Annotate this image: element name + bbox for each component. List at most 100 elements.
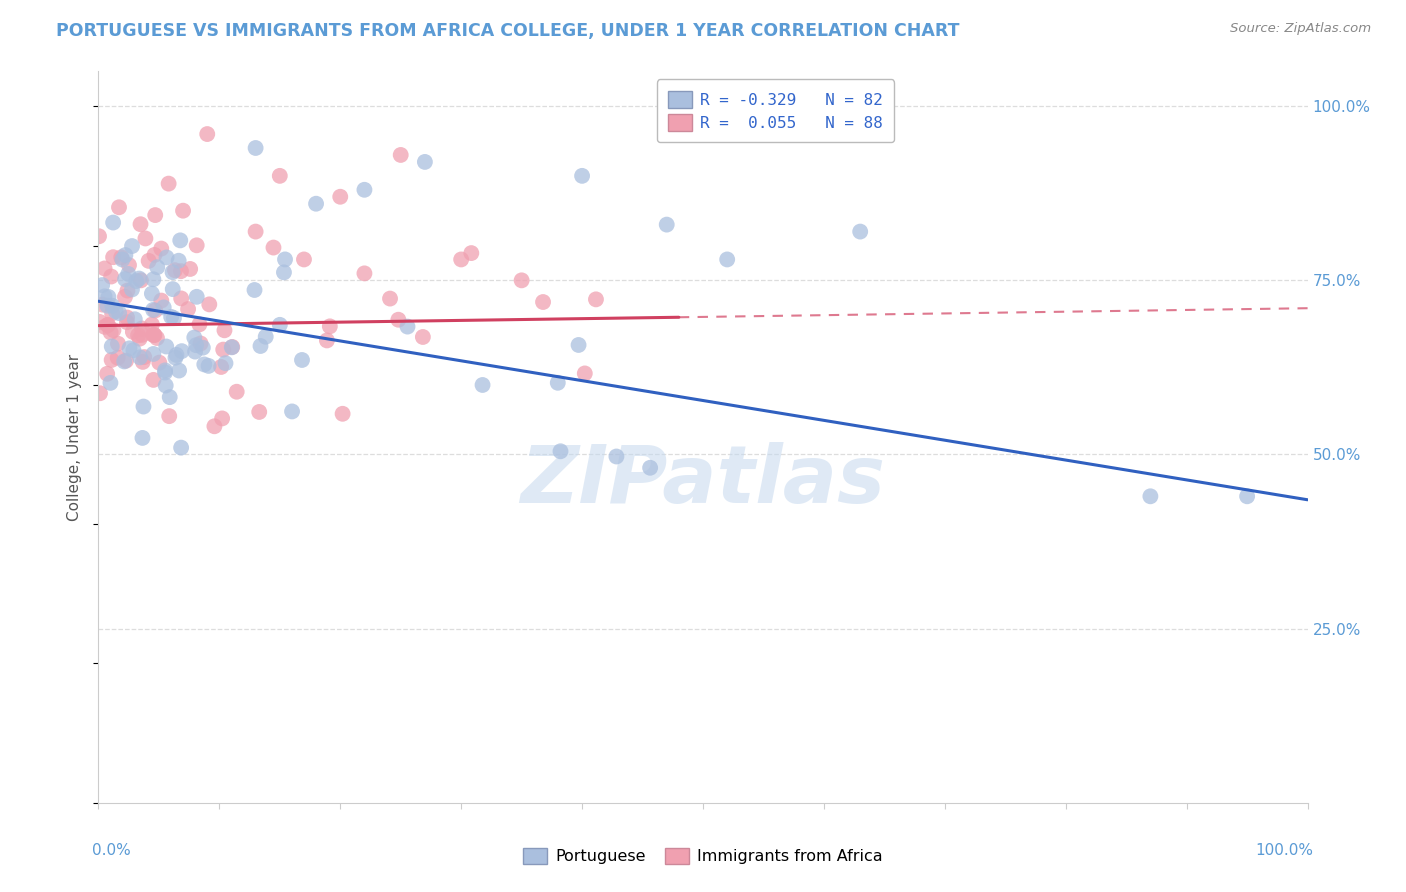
Point <box>186 338 208 352</box>
Point <box>450 252 472 267</box>
Point <box>245 225 267 239</box>
Point <box>567 338 589 352</box>
Text: ZIPatlas: ZIPatlas <box>520 442 886 520</box>
Point <box>389 148 412 162</box>
Point <box>162 282 184 296</box>
Point <box>129 217 152 231</box>
Point <box>146 331 169 345</box>
Point <box>142 373 165 387</box>
Point <box>263 241 285 255</box>
Point <box>100 326 122 340</box>
Text: 100.0%: 100.0% <box>1256 843 1313 858</box>
Point <box>103 323 125 337</box>
Point <box>316 334 339 348</box>
Point <box>319 319 342 334</box>
Point <box>413 155 436 169</box>
Point <box>221 340 243 354</box>
Point <box>574 367 596 381</box>
Point <box>179 262 201 277</box>
Point <box>96 299 118 313</box>
Point <box>638 460 661 475</box>
Point <box>124 312 146 326</box>
Point <box>1236 489 1258 503</box>
Point <box>195 127 218 141</box>
Point <box>245 141 267 155</box>
Point <box>127 328 149 343</box>
Point <box>89 315 111 329</box>
Point <box>148 356 170 370</box>
Point <box>101 299 124 313</box>
Point <box>269 318 291 332</box>
Point <box>655 218 678 232</box>
Point <box>97 318 120 332</box>
Point <box>129 351 152 365</box>
Point <box>138 253 160 268</box>
Text: 0.0%: 0.0% <box>93 843 131 858</box>
Point <box>412 330 434 344</box>
Point <box>134 350 156 364</box>
Point <box>150 242 173 256</box>
Point <box>115 310 138 325</box>
Point <box>117 267 139 281</box>
Point <box>128 332 150 346</box>
Point <box>117 284 139 298</box>
Point <box>97 318 120 333</box>
Legend: Portuguese, Immigrants from Africa: Portuguese, Immigrants from Africa <box>517 841 889 871</box>
Point <box>114 290 136 304</box>
Point <box>100 376 122 390</box>
Point <box>155 339 177 353</box>
Point <box>167 253 190 268</box>
Point <box>510 273 533 287</box>
Point <box>131 321 153 335</box>
Point <box>273 265 295 279</box>
Point <box>114 272 136 286</box>
Point <box>122 325 145 339</box>
Point <box>550 444 572 458</box>
Point <box>193 358 215 372</box>
Point <box>143 327 166 342</box>
Point <box>118 258 141 272</box>
Point <box>160 310 183 324</box>
Point <box>142 347 165 361</box>
Point <box>132 355 155 369</box>
Point <box>1139 489 1161 503</box>
Point <box>162 265 184 279</box>
Point <box>141 286 163 301</box>
Point <box>104 304 127 318</box>
Point <box>115 315 138 329</box>
Point <box>163 311 186 326</box>
Point <box>547 376 569 390</box>
Point <box>142 302 165 317</box>
Text: Source: ZipAtlas.com: Source: ZipAtlas.com <box>1230 22 1371 36</box>
Point <box>101 306 124 320</box>
Point <box>332 407 354 421</box>
Point <box>170 441 193 455</box>
Point <box>115 353 138 368</box>
Point <box>281 404 304 418</box>
Point <box>96 367 118 381</box>
Point <box>108 306 131 320</box>
Point <box>143 248 166 262</box>
Point <box>87 229 110 244</box>
Point <box>167 363 190 377</box>
Point <box>101 215 124 229</box>
Point <box>170 264 193 278</box>
Point <box>110 250 132 264</box>
Legend: R = -0.329   N = 82, R =  0.055   N = 88: R = -0.329 N = 82, R = 0.055 N = 88 <box>657 79 894 142</box>
Point <box>122 343 145 358</box>
Text: PORTUGUESE VS IMMIGRANTS FROM AFRICA COLLEGE, UNDER 1 YEAR CORRELATION CHART: PORTUGUESE VS IMMIGRANTS FROM AFRICA COL… <box>56 22 960 40</box>
Point <box>142 272 165 286</box>
Point <box>353 183 375 197</box>
Y-axis label: College, Under 1 year: College, Under 1 year <box>67 353 83 521</box>
Point <box>157 177 180 191</box>
Point <box>101 250 124 264</box>
Point <box>214 356 236 370</box>
Point <box>108 200 131 214</box>
Point <box>93 261 115 276</box>
Point <box>396 319 419 334</box>
Point <box>157 409 180 424</box>
Point <box>165 351 187 365</box>
Point <box>91 278 114 293</box>
Point <box>155 378 177 392</box>
Point <box>93 289 115 303</box>
